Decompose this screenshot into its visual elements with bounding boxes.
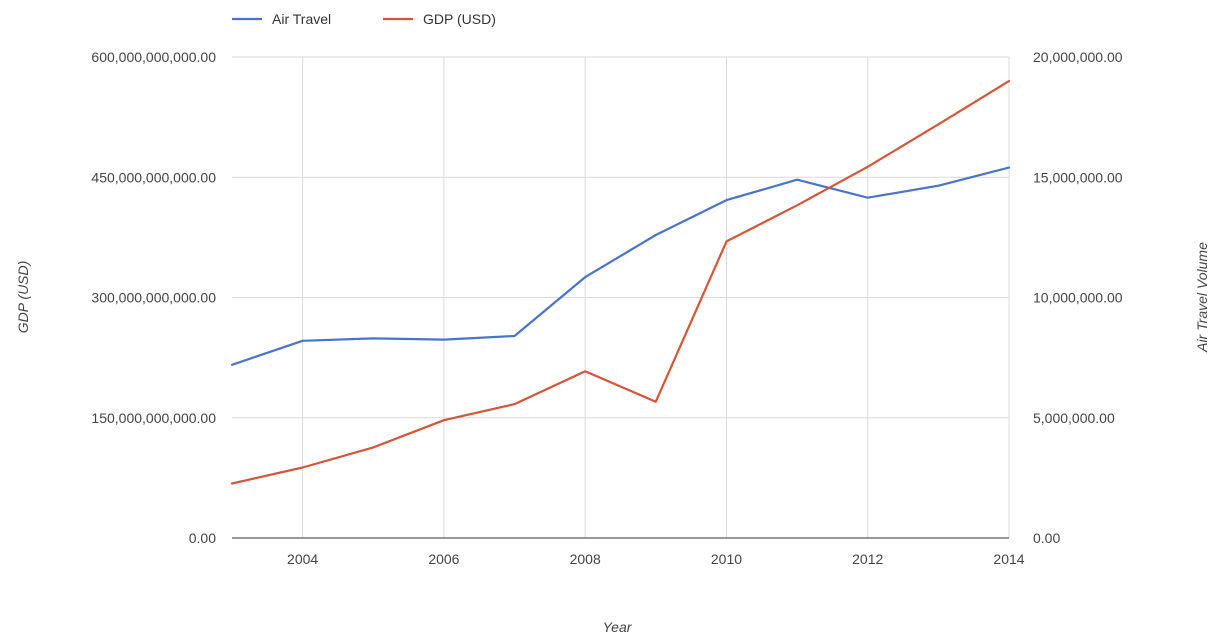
x-tick-label: 2004 — [287, 551, 318, 567]
x-tick-label: 2012 — [852, 551, 883, 567]
left-axis-title: GDP (USD) — [15, 261, 31, 334]
series-layer — [232, 81, 1009, 483]
gdp-usd-series-line — [232, 81, 1009, 483]
air-travel-series-line — [232, 168, 1009, 365]
legend: Air Travel GDP (USD) — [232, 11, 496, 27]
legend-label: Air Travel — [272, 11, 331, 27]
grid-layer — [232, 57, 1009, 538]
axis-layer: 0.00 150,000,000,000.00 300,000,000,000.00… — [91, 49, 1122, 567]
right-y-tick-label: 5,000,000.00 — [1033, 410, 1115, 426]
left-y-tick-label: 150,000,000,000.00 — [91, 410, 216, 426]
right-y-tick-label: 15,000,000.00 — [1033, 169, 1123, 185]
x-tick-label: 2014 — [993, 551, 1024, 567]
right-y-tick-label: 0.00 — [1033, 530, 1060, 546]
left-y-tick-label: 300,000,000,000.00 — [91, 290, 216, 306]
right-axis-title: Air Travel Volume — [1194, 242, 1210, 353]
left-y-tick-label: 600,000,000,000.00 — [91, 49, 216, 65]
x-tick-label: 2006 — [428, 551, 459, 567]
right-y-tick-label: 20,000,000.00 — [1033, 49, 1123, 65]
x-tick-label: 2008 — [570, 551, 601, 567]
left-y-tick-label: 450,000,000,000.00 — [91, 169, 216, 185]
x-axis-title: Year — [603, 619, 633, 635]
x-tick-label: 2010 — [711, 551, 742, 567]
left-y-tick-label: 0.00 — [189, 530, 216, 546]
right-y-tick-label: 10,000,000.00 — [1033, 290, 1123, 306]
legend-label: GDP (USD) — [423, 11, 496, 27]
